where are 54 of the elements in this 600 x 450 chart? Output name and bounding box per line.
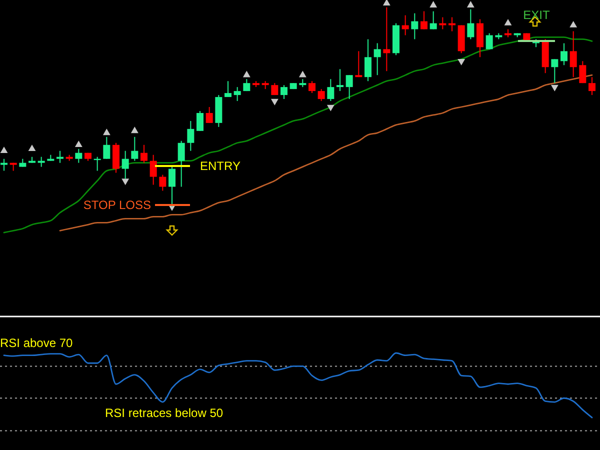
point <box>74 140 82 148</box>
candlestick <box>318 88 325 102</box>
point <box>298 70 306 78</box>
point <box>570 20 578 28</box>
annotation: ENTRY <box>200 159 240 173</box>
candlestick <box>206 106 213 124</box>
candlestick <box>280 84 288 100</box>
candlestick <box>476 18 484 58</box>
candlestick <box>308 80 316 94</box>
annotation: STOP LOSS <box>83 198 151 212</box>
candlestick <box>112 142 120 174</box>
candlestick <box>402 14 409 36</box>
candlestick <box>131 136 138 162</box>
point <box>466 1 474 8</box>
candlestick <box>224 80 232 98</box>
candlestick <box>430 10 437 30</box>
candlestick <box>551 58 558 84</box>
candlestick <box>234 86 241 102</box>
candlestick <box>159 174 166 192</box>
annotation: EXIT <box>523 8 551 22</box>
candlestick <box>346 74 353 100</box>
point <box>0 146 8 154</box>
candlestick <box>178 140 185 188</box>
candlestick <box>374 42 381 76</box>
candlestick <box>364 38 372 82</box>
annotation: RSI retraces below 50 <box>105 406 224 420</box>
candlestick <box>56 150 64 164</box>
candlestick <box>560 42 568 66</box>
point <box>102 128 110 136</box>
candlestick <box>196 110 204 132</box>
candlestick <box>588 76 596 96</box>
candlestick <box>355 50 362 78</box>
candlestick <box>383 6 390 72</box>
candlestick <box>38 156 45 168</box>
candlestick <box>336 68 344 92</box>
text: RSI above 70 <box>0 336 74 350</box>
point <box>430 1 438 8</box>
candlestick <box>467 8 474 40</box>
candlestick <box>75 148 82 164</box>
point <box>130 126 138 134</box>
candlestick <box>420 10 428 30</box>
candlestick <box>0 158 8 172</box>
candlestick <box>103 136 110 160</box>
candlestick <box>327 78 334 102</box>
point <box>242 70 250 78</box>
point <box>28 144 36 152</box>
candlestick <box>486 32 493 50</box>
candlestick <box>187 120 194 152</box>
candlestick <box>140 144 148 164</box>
candlestick <box>411 12 418 40</box>
candlestick <box>579 60 586 84</box>
candlestick <box>570 30 577 78</box>
point <box>504 18 512 26</box>
candlestick <box>150 154 157 186</box>
